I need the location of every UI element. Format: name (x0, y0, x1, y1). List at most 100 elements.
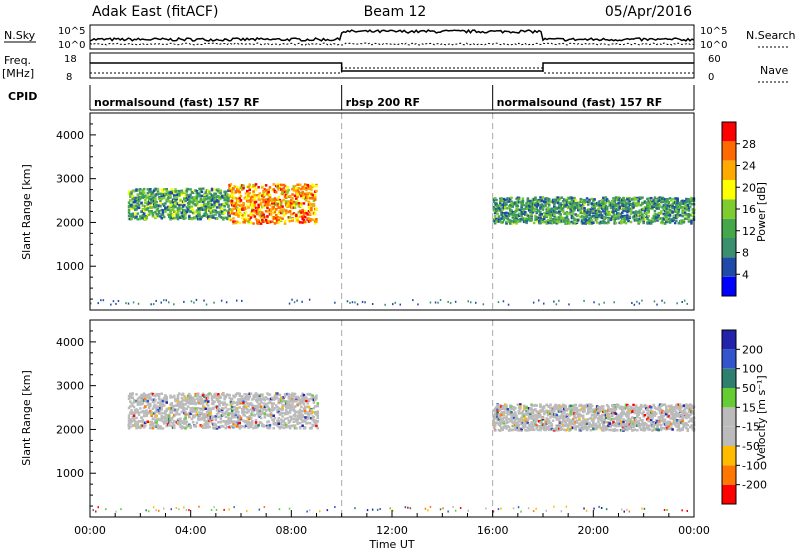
echo-cell (302, 212, 306, 215)
echo-cell (264, 198, 268, 201)
echo-cell (560, 206, 564, 210)
echo-cell (668, 213, 672, 217)
echo-cell (564, 199, 567, 202)
echo-cell (165, 395, 168, 399)
echo-cell (234, 411, 238, 415)
echo-cell (569, 211, 572, 214)
echo-cell (689, 202, 692, 205)
echo-cell (285, 408, 288, 412)
echo-cell (281, 211, 284, 214)
echo-cell (257, 203, 260, 207)
echo-cell (264, 184, 268, 187)
echo-cell (520, 215, 523, 218)
echo-cell (551, 221, 555, 225)
echo-cell (152, 200, 156, 203)
echo-cell (185, 420, 189, 424)
echo-cell (266, 215, 269, 218)
echo-cell (210, 216, 214, 219)
echo-cell (286, 417, 289, 420)
echo-cell (515, 197, 518, 201)
echo-cell (563, 202, 566, 205)
echo-cell (191, 408, 195, 412)
echo-cell (563, 418, 566, 422)
echo-cell (273, 198, 277, 201)
echo-cell (509, 407, 512, 410)
echo-cell (558, 415, 561, 418)
echo-cell (236, 425, 239, 428)
echo-cell (536, 412, 540, 415)
echo-cell (215, 413, 219, 416)
echo-cell (219, 196, 223, 199)
echo-cell (566, 425, 570, 428)
echo-cell (312, 210, 316, 214)
echo-cell (239, 194, 243, 198)
echo-cell (676, 197, 679, 201)
echo-cell (264, 189, 268, 192)
echo-cell (668, 209, 672, 212)
echo-cell (530, 206, 533, 209)
echo-cell (224, 415, 228, 418)
echo-cell (642, 207, 645, 211)
echo-cell (651, 220, 654, 223)
echo-cell (511, 406, 514, 409)
echo-cell (214, 212, 218, 215)
echo-cell (215, 217, 219, 220)
echo-cell (248, 415, 251, 418)
echo-cell (252, 406, 255, 410)
echo-cell (521, 412, 525, 416)
echo-cell (556, 211, 560, 214)
echo-cell (150, 422, 153, 426)
echo-cell (298, 408, 302, 412)
echo-cell (310, 409, 313, 412)
echo-cell (173, 413, 176, 417)
echo-cell (137, 411, 141, 415)
echo-cell (569, 213, 572, 216)
echo-cell (290, 213, 293, 216)
echo-cell (541, 406, 545, 410)
colorbar-segment (722, 160, 736, 180)
echo-cell (495, 209, 498, 213)
echo-cell (247, 409, 250, 412)
echo-cell (146, 395, 150, 399)
echo-cell (222, 196, 225, 199)
echo-cell (254, 426, 258, 429)
echo-cell (590, 197, 594, 201)
echo-cell (605, 209, 609, 213)
echo-cell (181, 201, 185, 205)
echo-cell (619, 221, 623, 225)
echo-cell (199, 408, 202, 411)
ground-scatter-cell (241, 299, 243, 302)
echo-cell (502, 206, 506, 209)
echo-cell (261, 194, 264, 198)
echo-cell (146, 202, 150, 206)
echo-cell (217, 411, 220, 415)
echo-cell (506, 197, 509, 200)
echo-cell (545, 403, 548, 407)
echo-cell (142, 187, 146, 191)
echo-cell (517, 409, 521, 413)
echo-cell (200, 398, 204, 401)
echo-cell (228, 425, 231, 429)
echo-cell (154, 394, 157, 398)
echo-cell (505, 417, 508, 420)
echo-cell (219, 416, 223, 419)
echo-cell (315, 397, 318, 400)
echo-cell (668, 210, 672, 214)
echo-cell (287, 188, 291, 192)
echo-cell (300, 398, 303, 401)
echo-cell (272, 414, 275, 417)
echo-cell (135, 215, 138, 218)
echo-cell (207, 407, 210, 410)
echo-cell (644, 201, 648, 205)
echo-cell (273, 189, 277, 193)
echo-cell (493, 424, 497, 428)
echo-cell (131, 201, 134, 204)
echo-cell (175, 410, 179, 414)
echo-cell (150, 206, 153, 209)
echo-cell (298, 209, 302, 213)
echo-cell (161, 203, 165, 206)
echo-cell (285, 209, 288, 212)
echo-cell (146, 191, 150, 195)
echo-cell (273, 395, 277, 399)
echo-cell (312, 212, 316, 215)
